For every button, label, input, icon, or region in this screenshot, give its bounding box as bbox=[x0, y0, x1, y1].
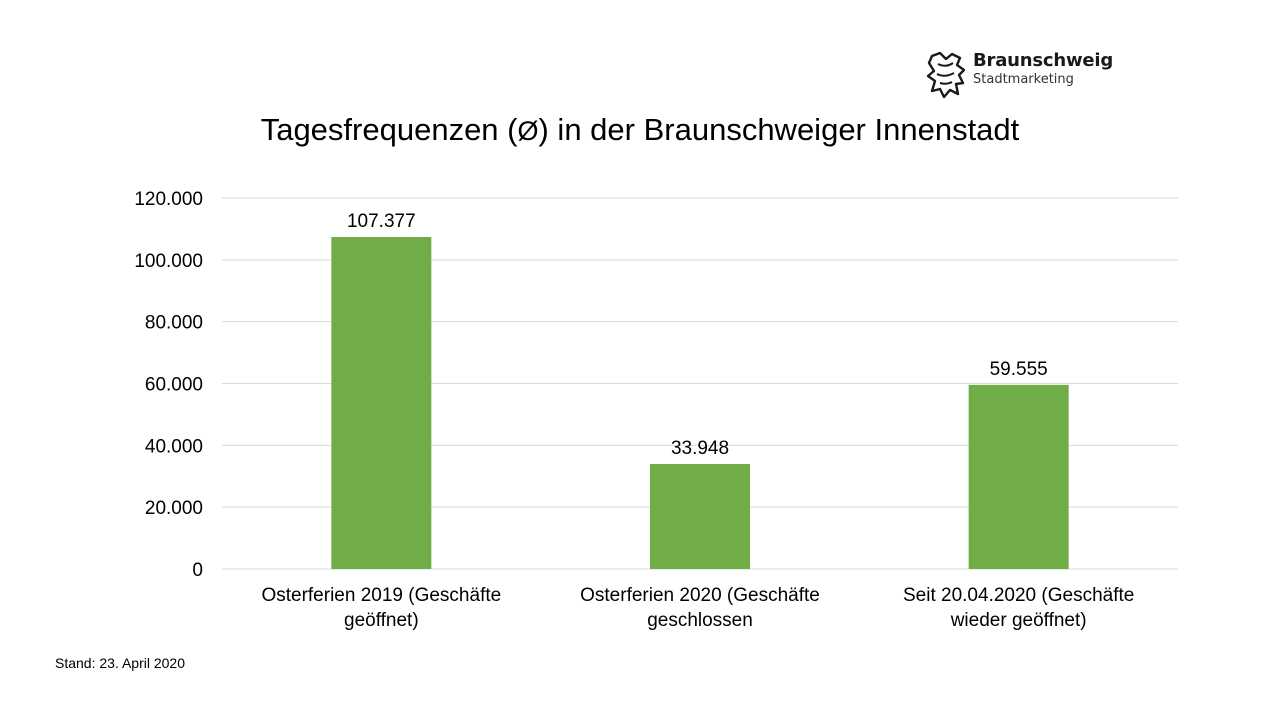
bar bbox=[968, 384, 1069, 569]
y-tick-label: 20.000 bbox=[145, 498, 203, 519]
logo-name: Braunschweig bbox=[973, 50, 1114, 71]
y-tick-label: 80.000 bbox=[145, 313, 203, 334]
lion-icon bbox=[926, 51, 966, 99]
x-tick-label: wieder geöffnet) bbox=[950, 610, 1087, 631]
bar bbox=[331, 237, 432, 569]
logo-subtitle: Stadtmarketing bbox=[973, 72, 1074, 87]
y-tick-label: 120.000 bbox=[134, 189, 203, 210]
logo: Braunschweig Stadtmarketing bbox=[926, 50, 1126, 102]
chart-title: Tagesfrequenzen (Ø) in der Braunschweige… bbox=[0, 112, 1280, 148]
chart-title-after: ) in der Braunschweiger Innenstadt bbox=[538, 112, 1020, 147]
chart-title-symbol: Ø bbox=[517, 116, 539, 146]
footnote: Stand: 23. April 2020 bbox=[55, 655, 185, 671]
x-tick-label: geöffnet) bbox=[344, 610, 419, 631]
data-label: 59.555 bbox=[990, 359, 1048, 380]
x-tick-label: Seit 20.04.2020 (Geschäfte bbox=[903, 585, 1134, 606]
x-tick-label: Osterferien 2020 (Geschäfte bbox=[580, 585, 820, 606]
data-label: 33.948 bbox=[671, 438, 729, 459]
bar bbox=[650, 464, 750, 569]
y-tick-label: 40.000 bbox=[145, 436, 203, 457]
x-tick-label: Osterferien 2019 (Geschäfte bbox=[261, 585, 501, 606]
chart-title-before: Tagesfrequenzen ( bbox=[260, 112, 518, 147]
data-label: 107.377 bbox=[347, 211, 416, 232]
x-tick-label: geschlossen bbox=[647, 610, 753, 631]
y-tick-label: 0 bbox=[192, 560, 203, 581]
y-tick-label: 60.000 bbox=[145, 375, 203, 396]
y-tick-label: 100.000 bbox=[134, 251, 203, 272]
